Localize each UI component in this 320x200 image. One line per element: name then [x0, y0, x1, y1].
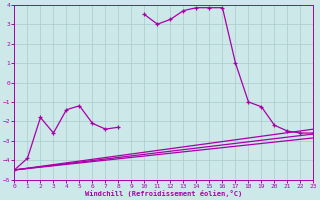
X-axis label: Windchill (Refroidissement éolien,°C): Windchill (Refroidissement éolien,°C): [85, 190, 243, 197]
